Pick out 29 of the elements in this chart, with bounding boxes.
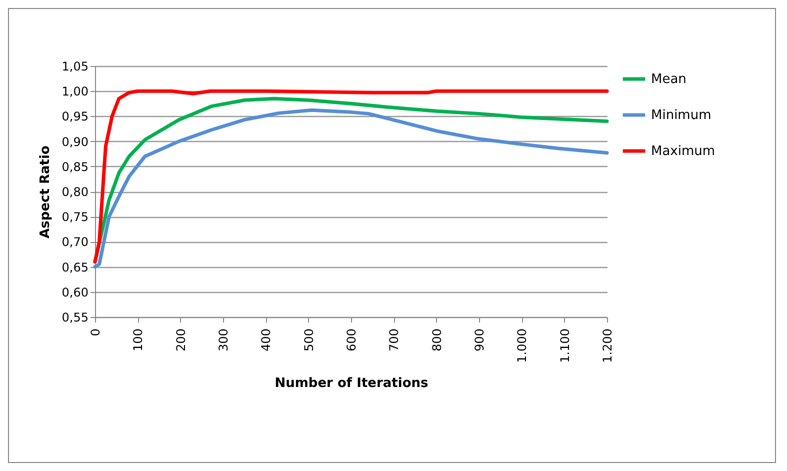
legend-label: Minimum bbox=[651, 108, 712, 123]
y-tick-label: 0,55 bbox=[62, 310, 88, 324]
y-tick-label: 0,75 bbox=[62, 210, 88, 224]
x-tick-label: 200 bbox=[174, 328, 188, 352]
x-tick-label: 100 bbox=[131, 328, 146, 352]
y-tick-label: 0,60 bbox=[62, 285, 88, 300]
x-tick-label: 700 bbox=[387, 328, 402, 352]
y-axis-title: Aspect Ratio bbox=[38, 146, 53, 238]
x-tick-label: 0 bbox=[88, 328, 102, 336]
x-axis-title: Number of Iterations bbox=[274, 376, 429, 391]
y-tick-label: 0,65 bbox=[62, 260, 88, 274]
x-tick-label: 400 bbox=[259, 328, 274, 352]
y-tick-label: 0,90 bbox=[62, 134, 88, 149]
y-tick-label: 0,85 bbox=[62, 160, 88, 174]
x-tick-label: 1.000 bbox=[515, 328, 530, 363]
legend-label: Mean bbox=[651, 72, 686, 87]
x-tick-label: 500 bbox=[302, 328, 316, 352]
y-tick-label: 0,70 bbox=[62, 235, 88, 250]
x-tick-label: 600 bbox=[344, 328, 358, 352]
x-tick-label: 300 bbox=[216, 328, 230, 352]
legend-label: Maximum bbox=[651, 144, 716, 159]
y-tick-label: 1,00 bbox=[62, 84, 88, 99]
x-tick-label: 1.100 bbox=[558, 328, 572, 363]
x-tick-label: 800 bbox=[430, 328, 444, 352]
x-tick-label: 1.200 bbox=[600, 328, 614, 363]
y-tick-label: 0,80 bbox=[62, 185, 88, 199]
x-tick-label: 900 bbox=[472, 328, 486, 352]
y-tick-label: 0,95 bbox=[62, 110, 88, 124]
y-tick-label: 1,05 bbox=[62, 60, 88, 74]
